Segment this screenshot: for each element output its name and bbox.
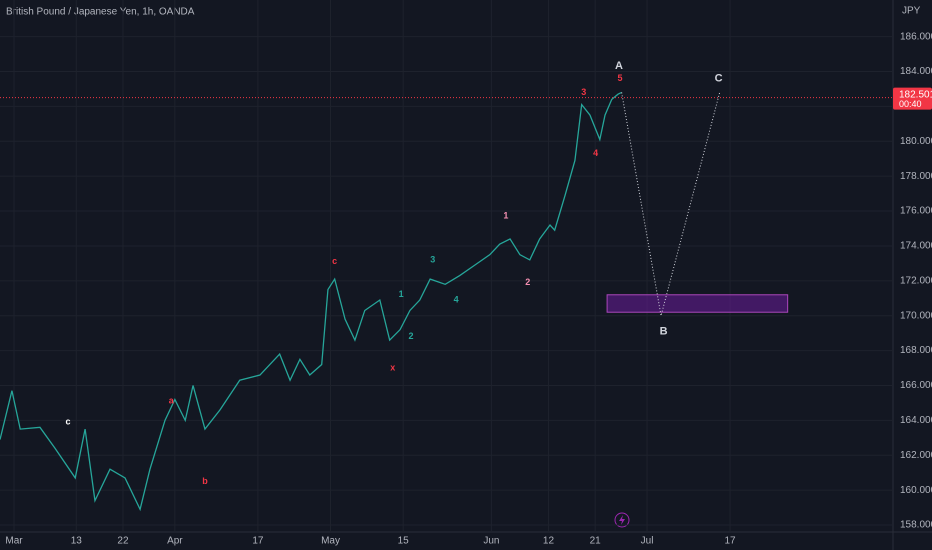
alert-bolt: [619, 515, 625, 525]
wave-label: 4: [593, 148, 598, 158]
wave-label: b: [202, 476, 208, 486]
wave-label: x: [390, 362, 395, 372]
wave-label: 3: [430, 254, 435, 264]
x-tick-label: 17: [725, 536, 737, 547]
wave-label: 3: [581, 87, 586, 97]
wave-label: a: [169, 396, 175, 406]
currency: JPY: [902, 6, 921, 17]
wave-label: B: [660, 325, 668, 337]
x-tick-label: May: [321, 536, 340, 547]
wave-label: 1: [399, 289, 404, 299]
y-tick-label: 178.000: [900, 171, 932, 182]
y-tick-label: 168.000: [900, 345, 932, 356]
y-tick-label: 164.000: [900, 415, 932, 426]
x-tick-label: Jul: [641, 536, 654, 547]
y-tick-label: 162.000: [900, 450, 932, 461]
y-tick-label: 158.000: [900, 520, 932, 531]
wave-label: c: [65, 416, 70, 426]
y-tick-label: 176.000: [900, 206, 932, 217]
x-tick-label: Mar: [5, 536, 23, 547]
y-tick-label: 172.000: [900, 275, 932, 286]
x-tick-label: 17: [252, 536, 264, 547]
wave-label: A: [615, 60, 623, 72]
y-tick-label: 184.000: [900, 66, 932, 77]
y-tick-label: 180.000: [900, 136, 932, 147]
price-line: [0, 91, 622, 512]
y-tick-label: 174.000: [900, 241, 932, 252]
last-price-badge: [893, 87, 932, 110]
wave-label: C: [715, 72, 723, 84]
projection-path: [621, 92, 721, 316]
x-tick-label: Jun: [483, 536, 499, 547]
wave-label: 5: [618, 73, 623, 83]
x-tick-label: Apr: [167, 536, 183, 547]
wave-label: c: [332, 256, 337, 266]
x-tick-label: 12: [543, 536, 555, 547]
y-tick-label: 160.000: [900, 485, 932, 496]
symbol-title: British Pound / Japanese Yen, 1h, OANDA: [6, 7, 195, 18]
y-tick-label: 166.000: [900, 380, 932, 391]
y-tick-label: 170.000: [900, 310, 932, 321]
x-tick-label: 13: [71, 536, 83, 547]
wave-label: 2: [525, 277, 530, 287]
x-tick-label: 15: [398, 536, 410, 547]
last-price-label: 182.501: [899, 89, 932, 100]
alert-icon[interactable]: [614, 512, 630, 528]
x-tick-label: 21: [590, 536, 602, 547]
wave-label: 1: [503, 211, 508, 221]
countdown: 00:40: [899, 99, 922, 109]
wave-label: 4: [454, 294, 459, 304]
wave-label: 2: [408, 331, 413, 341]
x-tick-label: 22: [117, 536, 129, 547]
target-zone: [606, 294, 789, 313]
y-tick-label: 186.000: [900, 31, 932, 42]
